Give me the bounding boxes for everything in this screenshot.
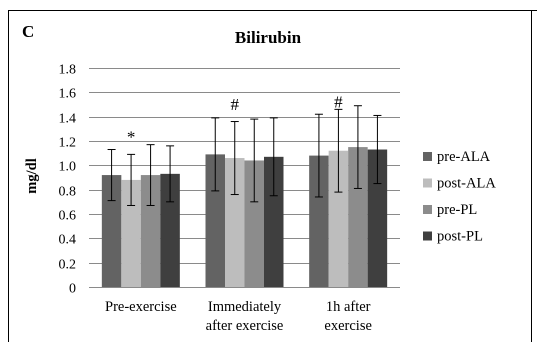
legend-swatch [423, 231, 432, 241]
x-category-line: Immediately [208, 299, 282, 315]
bar [160, 173, 180, 287]
y-tick-label: 0.4 [59, 233, 77, 248]
error-bars [107, 105, 382, 206]
x-category-label: Immediately after exercise [206, 299, 284, 334]
legend-swatch [423, 178, 432, 188]
bar [348, 147, 368, 287]
legend-label: pre-ALA [437, 149, 491, 165]
bar [205, 154, 225, 287]
legend-label: pre-PL [437, 202, 477, 218]
bar [264, 156, 284, 287]
y-tick-label: 1.0 [59, 160, 77, 175]
x-category-line: 1h after [326, 299, 371, 315]
x-category-label: Pre-exercise [105, 299, 177, 315]
x-category-line: Pre-exercise [105, 299, 177, 315]
legend-swatch [423, 152, 432, 161]
x-category-label: 1h after exercise [324, 299, 372, 334]
bar [101, 175, 122, 287]
y-tick-label: 1.4 [59, 112, 77, 127]
bar [225, 158, 245, 287]
bar [121, 179, 141, 287]
y-tick-label: 0.8 [59, 185, 77, 200]
panel-label: C [22, 22, 34, 41]
legend: pre-ALA post-ALA pre-PL post-PL [423, 149, 496, 245]
y-tick-label: 1.2 [59, 136, 77, 151]
x-axis-categories: Pre-exercise Immediately after exercise 1h … [105, 299, 372, 334]
bar [244, 160, 264, 287]
x-category-line: exercise [324, 318, 372, 334]
bar [140, 175, 161, 287]
significance-mark: # [231, 95, 240, 114]
y-axis-label: mg/dl [24, 158, 40, 193]
significance-mark: # [334, 92, 343, 111]
bars [101, 147, 388, 287]
legend-label: post-ALA [437, 176, 496, 192]
y-tick-label: 0 [69, 282, 76, 297]
bar [328, 150, 349, 287]
y-tick-label: 1.6 [59, 87, 77, 102]
bar [367, 149, 388, 287]
legend-label: post-PL [437, 229, 483, 245]
y-tick-label: 1.8 [59, 63, 77, 78]
legend-swatch [423, 205, 432, 214]
x-category-line: after exercise [206, 318, 284, 334]
chart-title: Bilirubin [235, 28, 302, 47]
y-tick-label: 0.2 [59, 258, 77, 273]
bar [309, 155, 329, 287]
significance-mark: * [127, 128, 136, 147]
y-axis-ticks: 0 0.2 0.4 0.6 0.8 1.0 1.2 1.4 1.6 1.8 [59, 63, 77, 297]
significance-annotations: * # # [127, 92, 343, 146]
y-tick-label: 0.6 [59, 209, 77, 224]
